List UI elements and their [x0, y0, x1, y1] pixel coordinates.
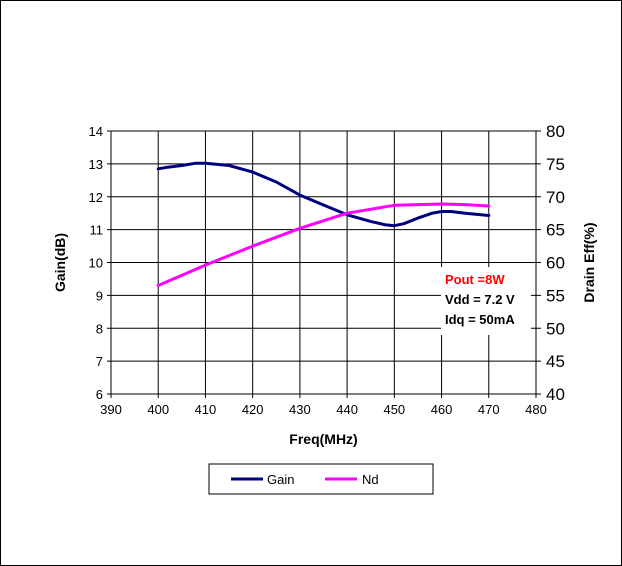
y2-tick-label: 45 — [546, 352, 565, 371]
y2-tick-label: 65 — [546, 221, 565, 240]
y-axis-label: Gain(dB) — [52, 233, 68, 292]
annotation-background — [441, 267, 531, 335]
x-tick-label: 400 — [147, 402, 169, 417]
y2-tick-label: 75 — [546, 155, 565, 174]
axis-ticks: 390 400 410 420 430 440 450 460 470 480 6 7 8 9 10 11 12… — [89, 122, 565, 417]
y-tick-label: 11 — [90, 223, 104, 238]
y2-tick-label: 55 — [546, 286, 565, 305]
x-tick-label: 420 — [242, 402, 264, 417]
x-tick-label: 480 — [525, 402, 547, 417]
series-line-gain — [156, 161, 491, 228]
y2-tick-label: 80 — [546, 122, 565, 141]
y2-tick-label: 60 — [546, 254, 565, 273]
legend-label-gain: Gain — [267, 472, 294, 487]
y-tick-label: 10 — [89, 256, 103, 271]
annotation-text: Vdd = 7.2 V — [445, 292, 515, 307]
y-tick-label: 12 — [89, 190, 103, 205]
y2-tick-label: 70 — [546, 188, 565, 207]
x-tick-label: 430 — [289, 402, 311, 417]
x-tick-label: 410 — [195, 402, 217, 417]
y-tick-label: 9 — [96, 288, 103, 303]
series-line-nd — [156, 202, 491, 287]
y-tick-label: 6 — [96, 387, 103, 402]
x-axis-label: Freq(MHz) — [289, 431, 357, 447]
y-tick-label: 14 — [89, 124, 103, 139]
y2-tick-label: 50 — [546, 319, 565, 338]
annotation-text: Pout =8W — [445, 272, 505, 287]
legend-label-nd: Nd — [362, 472, 379, 487]
x-tick-label: 440 — [336, 402, 358, 417]
x-tick-label: 450 — [383, 402, 405, 417]
y-tick-label: 13 — [89, 157, 103, 172]
y2-axis-label: Drain Eff(%) — [581, 222, 597, 302]
grid — [111, 131, 536, 394]
x-tick-label: 460 — [431, 402, 453, 417]
x-tick-label: 390 — [100, 402, 122, 417]
annotation-box: Pout =8W Vdd = 7.2 V Idq = 50mA — [441, 267, 531, 335]
series-layer — [156, 161, 491, 287]
y2-tick-label: 40 — [546, 385, 565, 404]
y-tick-label: 8 — [96, 321, 103, 336]
annotation-text: Idq = 50mA — [445, 312, 515, 327]
legend: Gain Nd — [208, 463, 434, 495]
x-tick-label: 470 — [478, 402, 500, 417]
y-tick-label: 7 — [96, 354, 103, 369]
